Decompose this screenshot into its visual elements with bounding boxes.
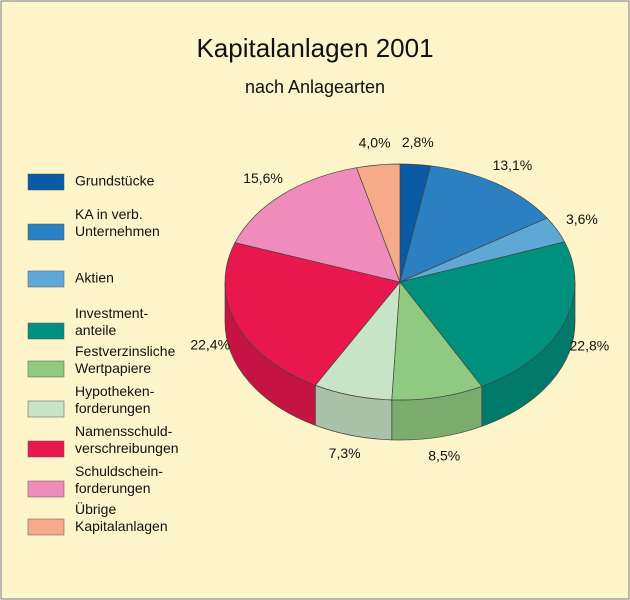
- data-label: 8,5%: [428, 448, 460, 464]
- legend-swatch: [27, 360, 65, 378]
- legend-swatch: [27, 440, 65, 458]
- legend-swatch: [27, 173, 65, 191]
- pie-slice: [399, 241, 576, 387]
- legend-label: Festverzinsliche Wertpapiere: [75, 343, 176, 376]
- pie-slice: [234, 167, 401, 283]
- legend-label: KA in verb. Unternehmen: [75, 206, 160, 239]
- legend-label: Übrige Kapitalanlagen: [75, 500, 168, 534]
- pie-slice: [391, 281, 483, 401]
- legend-label: Aktien: [75, 270, 114, 286]
- legend-swatch: [27, 518, 65, 536]
- data-label: 7,3%: [329, 445, 361, 461]
- chart-title: Kapitalanlagen 2001: [196, 33, 433, 63]
- legend-label: Namensschuld-verschreibungen: [75, 423, 179, 456]
- data-label: 3,6%: [566, 211, 598, 227]
- data-label: 22,4%: [190, 336, 230, 352]
- chart-subtitle: nach Anlagearten: [245, 77, 385, 97]
- legend-swatch: [27, 270, 65, 288]
- data-label: 22,8%: [570, 337, 610, 353]
- legend-label: Hypotheken-forderungen: [75, 383, 155, 416]
- legend-label: Schuldschein-forderungen: [75, 463, 163, 496]
- legend-swatch: [27, 400, 65, 418]
- pie-slice: [399, 165, 548, 283]
- data-label: 13,1%: [493, 157, 533, 173]
- legend-swatch: [27, 480, 65, 498]
- legend-label: Grundstücke: [75, 173, 155, 189]
- legend-label: Investment-anteile: [75, 305, 148, 338]
- data-label: 4,0%: [359, 135, 391, 151]
- data-label: 2,8%: [402, 134, 434, 150]
- legend-swatch: [27, 322, 65, 340]
- pie-slice: [224, 242, 401, 386]
- data-label: 15,6%: [243, 170, 283, 186]
- pie-slice: [356, 163, 401, 283]
- legend-swatch: [27, 223, 65, 241]
